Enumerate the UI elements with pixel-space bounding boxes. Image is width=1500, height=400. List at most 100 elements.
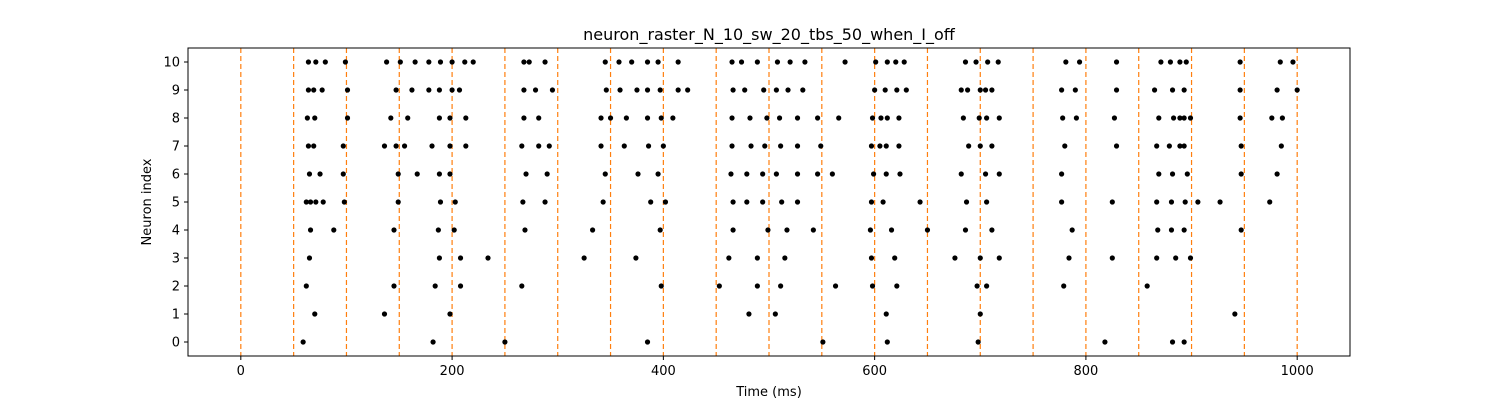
spike-point (485, 255, 491, 261)
spike-point (1181, 87, 1187, 93)
spike-point (1277, 59, 1283, 65)
spike-point (401, 143, 408, 149)
x-axis-label: Time (ms) (735, 385, 802, 400)
spike-point (782, 255, 788, 261)
spike-point (388, 115, 394, 121)
spike-point (742, 87, 748, 93)
spike-point (436, 171, 443, 177)
spike-point (600, 199, 606, 205)
spike-point (536, 115, 542, 121)
spike-point (728, 171, 734, 177)
spike-point (729, 143, 735, 149)
spike-point (544, 171, 550, 177)
spike-point (341, 199, 347, 205)
spike-point (1170, 115, 1177, 121)
spike-point (778, 283, 784, 289)
spike-point (521, 87, 527, 93)
spike-point (311, 143, 317, 149)
spike-point (1274, 87, 1280, 93)
y-tick-label: 3 (172, 252, 180, 267)
spike-point (794, 171, 801, 177)
spike-point (322, 59, 328, 65)
spike-point (1181, 227, 1187, 233)
spike-point (869, 115, 876, 121)
x-tick-label: 0 (237, 364, 245, 379)
spike-point (409, 87, 415, 93)
spike-point (644, 87, 651, 93)
spike-point (589, 227, 596, 233)
x-tick-label: 200 (440, 364, 465, 379)
spike-point (655, 59, 661, 65)
spike-point (726, 255, 732, 261)
spike-point (1113, 143, 1120, 149)
spike-point (1169, 339, 1176, 345)
spike-point (320, 199, 326, 205)
spike-point (1181, 143, 1187, 149)
spike-point (760, 199, 766, 205)
spike-point (1169, 171, 1176, 177)
spike-point (1294, 87, 1300, 93)
spike-point (470, 59, 476, 65)
spike-point (456, 87, 463, 93)
spike-point (794, 143, 801, 149)
spike-point (581, 255, 587, 261)
spike-point (764, 115, 770, 121)
spike-point (675, 59, 681, 65)
spike-point (426, 87, 432, 93)
spike-point (644, 59, 651, 65)
spike-point (877, 143, 883, 149)
spike-point (964, 87, 971, 93)
spike-point (814, 171, 821, 177)
spike-point (977, 143, 983, 149)
spike-point (449, 59, 455, 65)
spike-point (662, 199, 669, 205)
spike-point (412, 59, 418, 65)
spike-point (305, 143, 312, 149)
spike-point (457, 283, 464, 289)
spike-point (430, 339, 436, 345)
spike-point (436, 115, 443, 121)
spike-point (762, 143, 768, 149)
spike-point (744, 199, 750, 205)
spike-point (963, 199, 970, 205)
x-tick-label: 1000 (1281, 364, 1314, 379)
spike-point (1238, 227, 1244, 233)
spike-point (546, 143, 552, 149)
spike-point (1181, 339, 1187, 345)
spike-point (391, 227, 397, 233)
spike-point (977, 311, 983, 317)
spike-point (381, 311, 388, 317)
spike-point (307, 199, 314, 205)
spike-point (1173, 255, 1179, 261)
spike-point (1168, 199, 1175, 205)
spike-point (730, 87, 736, 93)
spike-point (810, 227, 816, 233)
stimulus-lines (240, 48, 1298, 356)
spike-point (958, 171, 964, 177)
x-axis-ticks: 0 200 400 600 800 1000 (237, 356, 1314, 379)
spike-point (785, 87, 791, 93)
spike-point (893, 59, 899, 65)
spike-point (884, 59, 890, 65)
spike-point (1177, 143, 1183, 149)
spike-point (1267, 199, 1273, 205)
spike-point (391, 283, 397, 289)
spike-point (657, 87, 663, 93)
spike-point (1158, 59, 1164, 65)
spike-point (660, 143, 666, 149)
spike-point (1232, 311, 1238, 317)
spike-point (729, 59, 735, 65)
spike-point (820, 339, 826, 345)
spike-point (868, 255, 875, 261)
spike-point (300, 339, 306, 345)
spike-point (436, 255, 443, 261)
spike-point (1167, 59, 1174, 65)
spike-point (1113, 59, 1120, 65)
spike-point (463, 115, 469, 121)
spike-point (1274, 171, 1280, 177)
spike-point (648, 199, 654, 205)
spike-point (1269, 115, 1275, 121)
spike-point (976, 115, 982, 121)
y-tick-label: 9 (172, 84, 180, 99)
